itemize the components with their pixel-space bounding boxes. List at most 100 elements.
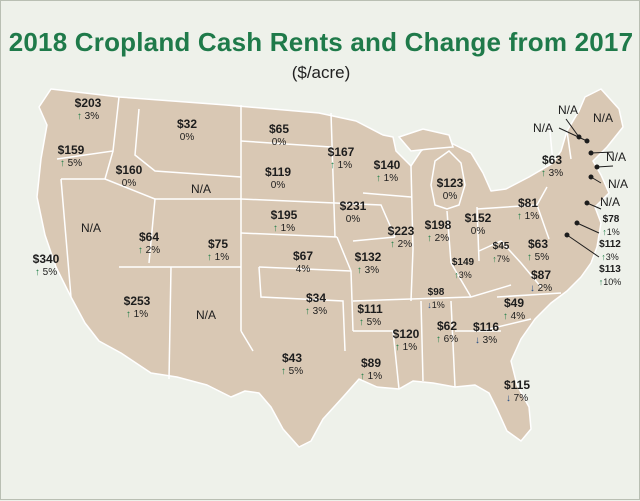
map-subtitle: ($/acre) (291, 63, 351, 82)
up-arrow-icon: ↑ (540, 168, 546, 179)
state-change: 7% (496, 254, 510, 264)
state-rent: $34 (305, 291, 327, 305)
state-change: 0% (345, 214, 361, 225)
state-change: 3% (312, 306, 328, 317)
state-rent: N/A (195, 308, 217, 322)
down-arrow-icon: ↓ (505, 393, 511, 404)
state-rent: $152 (464, 211, 492, 225)
state-change: 4% (510, 311, 526, 322)
state-rent: $89 (360, 356, 382, 370)
state-label-de: $112 ↑3% (599, 238, 621, 264)
state-label-id: $160 0% (116, 164, 143, 190)
state-label-or: $159 ↑ 5% (58, 144, 85, 170)
state-rent: $167 (327, 145, 355, 159)
map-title: 2018 Cropland Cash Rents and Change from… (8, 27, 634, 57)
state-rent: $43 (281, 351, 303, 365)
state-label-ma: N/A (606, 151, 626, 164)
up-arrow-icon: ↑ (602, 227, 607, 237)
up-arrow-icon: ↑ (358, 317, 364, 328)
up-arrow-icon: ↑ (356, 265, 362, 276)
down-arrow-icon: ↓ (427, 300, 432, 310)
state-label-co: $75 ↑ 1% (207, 238, 229, 264)
state-rent: $160 (115, 163, 143, 177)
state-label-ri: N/A (608, 178, 628, 191)
state-change: 5% (534, 252, 550, 263)
state-rent: $198 (424, 218, 452, 232)
state-rent: $132 (354, 250, 382, 264)
state-label-al: $62 ↑ 6% (436, 320, 458, 346)
state-label-nj: $78 ↑1% (602, 213, 620, 239)
state-rent: $123 (436, 176, 464, 190)
state-change: 5% (288, 366, 304, 377)
state-rent: $81 (517, 196, 539, 210)
state-rent: $140 (373, 158, 401, 172)
state-rent: N/A (605, 150, 627, 164)
state-label-ia: $231 0% (340, 200, 367, 226)
up-arrow-icon: ↑ (598, 277, 604, 287)
state-change: 3% (482, 335, 498, 346)
state-label-ga: $116 ↓ 3% (473, 321, 499, 347)
state-label-ky: $149 ↑3% (452, 256, 474, 282)
state-label-ar: $111 ↑ 5% (357, 303, 382, 329)
state-change: 1% (367, 371, 383, 382)
up-arrow-icon: ↑ (526, 252, 532, 263)
up-arrow-icon: ↑ (206, 252, 212, 263)
state-rent: $45 (492, 241, 510, 252)
state-label-wa: $203 ↑ 3% (75, 97, 102, 123)
state-change: 5% (366, 317, 382, 328)
state-label-ne: $195 ↑ 1% (271, 209, 298, 235)
state-change: 1% (524, 211, 540, 222)
state-label-ks: $67 4% (293, 250, 313, 276)
state-label-me: N/A (593, 112, 613, 125)
state-change: 7% (513, 393, 529, 404)
state-change: 5% (67, 158, 83, 169)
state-change: 3% (84, 111, 100, 122)
state-change: 1% (214, 252, 230, 263)
state-change: 3% (548, 168, 564, 179)
state-rent: $78 (602, 214, 620, 225)
state-rent: N/A (599, 195, 621, 209)
state-rent: N/A (190, 182, 212, 196)
state-change: 0% (470, 226, 486, 237)
state-label-az: $253 ↑ 1% (124, 295, 151, 321)
state-change: 1% (280, 223, 296, 234)
state-rent: $87 (530, 268, 552, 282)
state-change: 1% (606, 227, 620, 237)
state-rent: $64 (138, 230, 160, 244)
state-rent: $63 (541, 153, 563, 167)
state-rent: $111 (357, 302, 383, 316)
down-arrow-icon: ↓ (474, 335, 480, 346)
state-rent: $98 (427, 287, 445, 298)
up-arrow-icon: ↑ (329, 160, 335, 171)
state-change: 1% (431, 300, 445, 310)
state-change: 4% (295, 264, 311, 275)
up-arrow-icon: ↑ (389, 239, 395, 250)
state-rent: N/A (592, 111, 614, 125)
state-label-fl: $115 ↓ 7% (504, 379, 530, 405)
state-rent: N/A (80, 221, 102, 235)
state-change: 0% (271, 137, 287, 148)
state-rent: $195 (270, 208, 298, 222)
up-arrow-icon: ↑ (516, 211, 522, 222)
state-rent: N/A (532, 121, 554, 135)
state-label-mn: $167 ↑ 1% (328, 146, 355, 172)
state-rent: $49 (503, 296, 525, 310)
state-label-sd: $119 0% (265, 166, 291, 192)
state-label-md: $113 ↑10% (599, 263, 622, 289)
state-change: 0% (442, 191, 458, 202)
up-arrow-icon: ↑ (272, 223, 278, 234)
state-rent: $120 (392, 327, 420, 341)
state-borders (56, 96, 572, 390)
up-arrow-icon: ↑ (492, 254, 497, 264)
state-label-wy: N/A (191, 183, 211, 196)
up-arrow-icon: ↑ (454, 270, 459, 280)
state-rent: $340 (32, 252, 60, 266)
state-label-in: $198 ↑ 2% (425, 219, 452, 245)
state-change: 10% (603, 277, 622, 287)
state-rent: $115 (503, 378, 531, 392)
state-label-wv: $45 ↑7% (492, 240, 510, 266)
up-arrow-icon: ↑ (125, 309, 131, 320)
up-arrow-icon: ↑ (359, 371, 365, 382)
state-rent: $116 (472, 320, 500, 334)
